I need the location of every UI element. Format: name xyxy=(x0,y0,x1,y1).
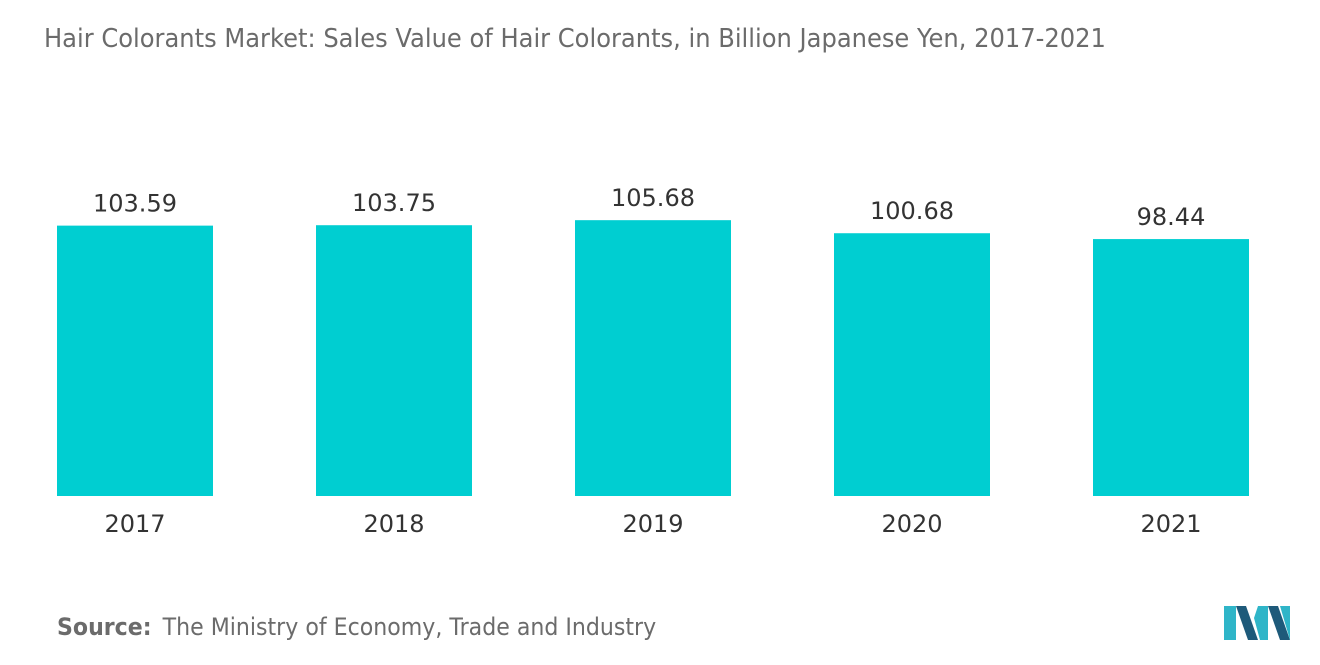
x-tick-2018: 2018 xyxy=(363,510,424,538)
data-label-2019: 105.68 xyxy=(611,184,695,212)
bar-2018 xyxy=(316,225,472,496)
source-note: Source: The Ministry of Economy, Trade an… xyxy=(57,613,656,641)
bar-2021 xyxy=(1093,239,1249,496)
bar-2020 xyxy=(834,233,990,496)
chart-title: Hair Colorants Market: Sales Value of Ha… xyxy=(44,24,1106,54)
x-tick-2019: 2019 xyxy=(622,510,683,538)
x-tick-2020: 2020 xyxy=(881,510,942,538)
data-label-2020: 100.68 xyxy=(870,197,954,225)
source-text: The Ministry of Economy, Trade and Indus… xyxy=(162,613,657,641)
bar-2019 xyxy=(575,220,731,496)
data-label-2017: 103.59 xyxy=(93,190,177,218)
bar-2017 xyxy=(57,225,213,496)
data-label-2018: 103.75 xyxy=(352,189,436,217)
source-label: Source: xyxy=(57,613,152,641)
x-tick-2017: 2017 xyxy=(104,510,165,538)
mordor-intelligence-logo-icon xyxy=(1224,606,1290,640)
data-label-2021: 98.44 xyxy=(1137,203,1206,231)
x-tick-2021: 2021 xyxy=(1140,510,1201,538)
bar-chart: 103.59 2017 103.75 2018 105.68 2019 100.68 2020… xyxy=(57,184,1249,538)
